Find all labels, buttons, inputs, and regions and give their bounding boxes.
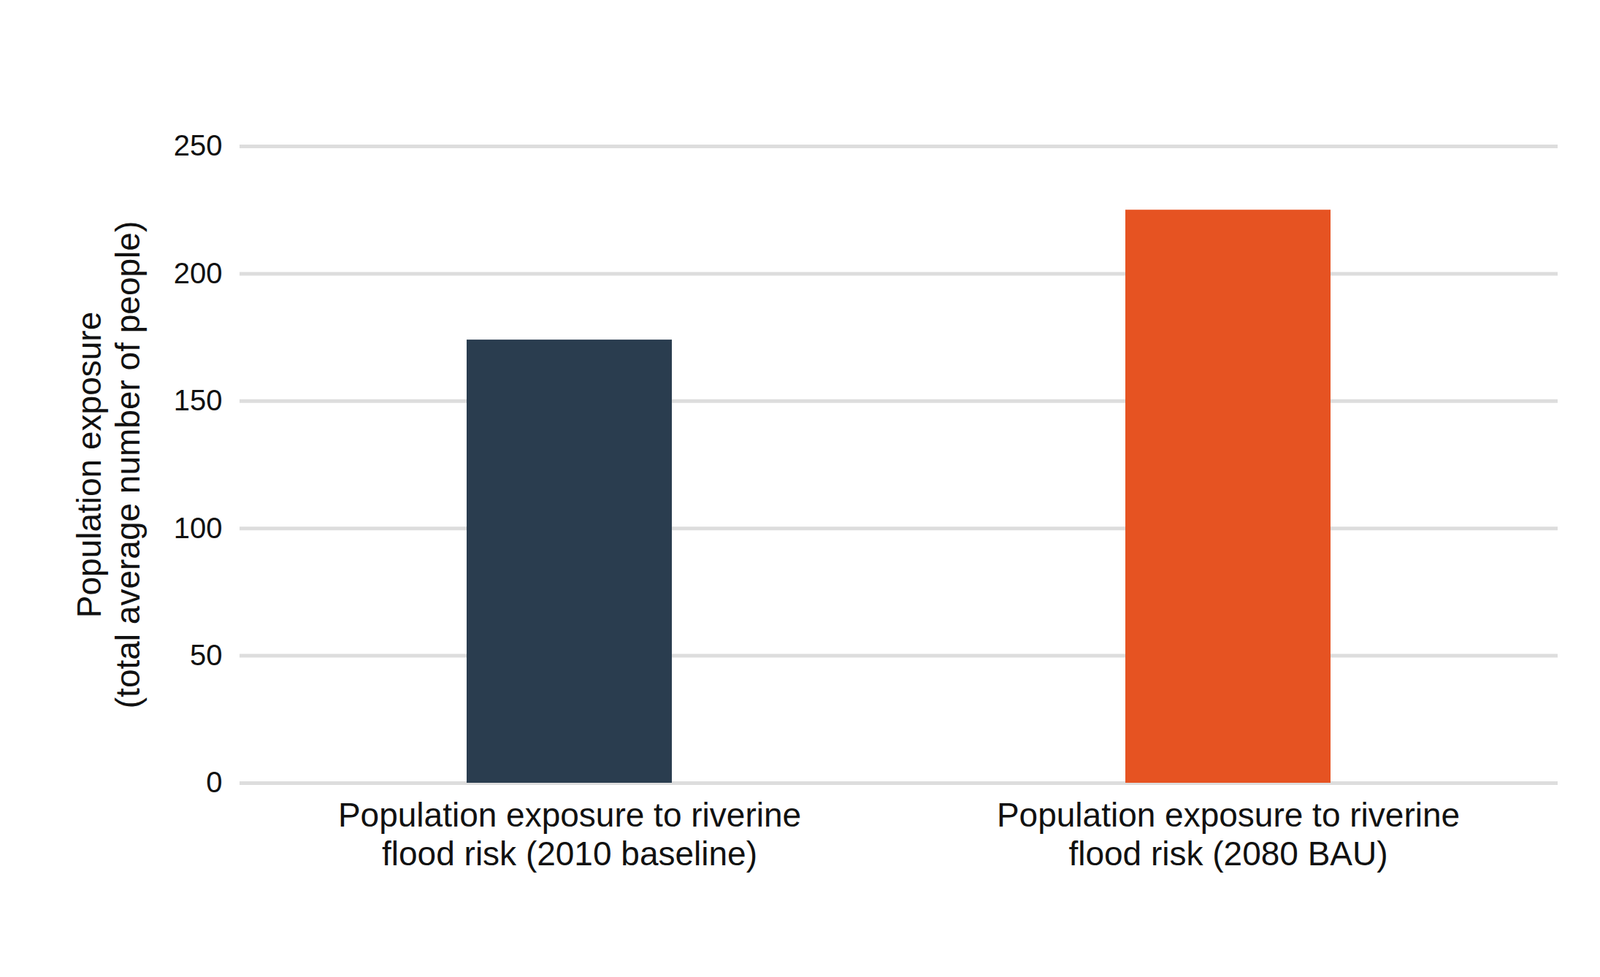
svg-text:Population exposure to riverin: Population exposure to riverineflood ris… [996,795,1460,873]
svg-text:250: 250 [173,129,223,162]
svg-text:100: 100 [173,511,223,545]
svg-text:Population exposure to riverin: Population exposure to riverineflood ris… [338,795,802,873]
svg-text:150: 150 [173,384,223,417]
svg-text:Population exposure(total aver: Population exposure(total average number… [70,221,147,709]
svg-text:0: 0 [205,766,222,799]
svg-text:200: 200 [173,257,223,290]
svg-text:50: 50 [189,638,223,672]
